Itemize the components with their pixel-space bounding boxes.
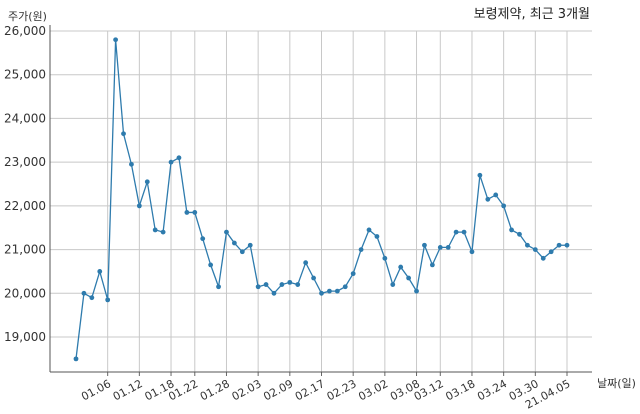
data-point [422,242,427,248]
x-axis-title: 날짜(일) [597,376,636,390]
data-point [556,242,562,248]
data-point [429,262,435,268]
data-point [271,290,277,296]
data-point [414,288,419,294]
data-point [216,284,221,290]
data-point [342,284,348,290]
x-tick-label: 03.18 [443,377,477,403]
data-point [327,288,332,294]
data-point [105,297,111,303]
x-tick-label: 03.24 [475,377,509,403]
data-point [350,271,356,277]
y-tick-label: 21,000 [4,243,46,257]
data-point [437,245,443,250]
y-tick-label: 26,000 [4,24,46,38]
x-tick-label: 01.06 [79,377,113,403]
axes [49,25,592,376]
data-point [168,159,174,165]
data-point [263,282,269,287]
data-point [136,203,142,209]
data-point [73,356,79,362]
y-tick-label: 22,000 [4,199,46,213]
data-point [129,161,134,167]
y-tick-labels: 19,000 20,000 21,000 22,000 23,000 24,000 25,0… [4,24,46,344]
data-point [564,242,570,248]
data-point [517,231,522,237]
data-point [144,179,150,185]
data-point [295,282,301,287]
data-point [231,240,237,246]
y-tick-label: 20,000 [4,286,46,300]
data-point [477,172,483,178]
data-point [382,255,388,261]
x-tick-label: 01.12 [111,377,145,403]
data-point [461,229,467,235]
data-point [287,279,293,285]
data-point [406,275,412,281]
data-point [121,131,126,137]
x-tick-label: 02.03 [230,377,264,403]
data-point [445,245,451,250]
y-axis-title: 주가(원) [8,10,47,23]
data-point [532,247,538,252]
data-points [73,37,570,362]
data-point [224,229,229,235]
data-point [152,227,158,233]
x-tick-labels: 01.0601.1201.1801.2201.2802.0302.0902.17… [79,377,572,411]
data-point [334,288,340,294]
data-point [160,229,166,235]
x-tick-label: 02.17 [293,377,327,403]
data-point [200,236,206,242]
data-point [501,203,507,209]
data-point [97,269,103,274]
data-point [255,284,261,290]
y-tick-label: 23,000 [4,155,46,169]
data-point [548,249,554,255]
data-point [525,242,530,248]
data-point [279,282,285,287]
data-point [358,247,364,252]
data-point [239,249,245,255]
data-point [390,282,396,287]
data-point [192,210,198,215]
data-point [540,255,546,261]
y-tick-label: 25,000 [4,68,46,82]
data-point [113,37,118,43]
y-tick-label: 24,000 [4,111,46,125]
gridlines [50,30,592,372]
data-point [311,275,316,281]
data-point [303,260,309,266]
x-tick-label: 01.28 [198,377,232,403]
x-tick-label: 02.23 [325,377,359,403]
data-point [469,249,475,255]
data-point [493,192,499,198]
data-point [176,155,182,161]
x-tick-label: 02.09 [261,377,295,403]
chart-title: 보령제약, 최근 3개월 [474,7,590,22]
data-point [319,290,324,296]
data-point [509,227,514,233]
data-point [81,290,87,296]
data-point [89,295,95,301]
data-point [485,196,491,202]
data-point [184,210,190,215]
data-point [374,234,380,239]
data-point [366,227,372,233]
data-point [208,262,214,268]
data-point [453,229,459,235]
data-point [398,264,404,270]
y-tick-label: 19,000 [4,330,46,344]
data-point [247,242,253,248]
x-tick-label: 03.02 [356,377,390,403]
